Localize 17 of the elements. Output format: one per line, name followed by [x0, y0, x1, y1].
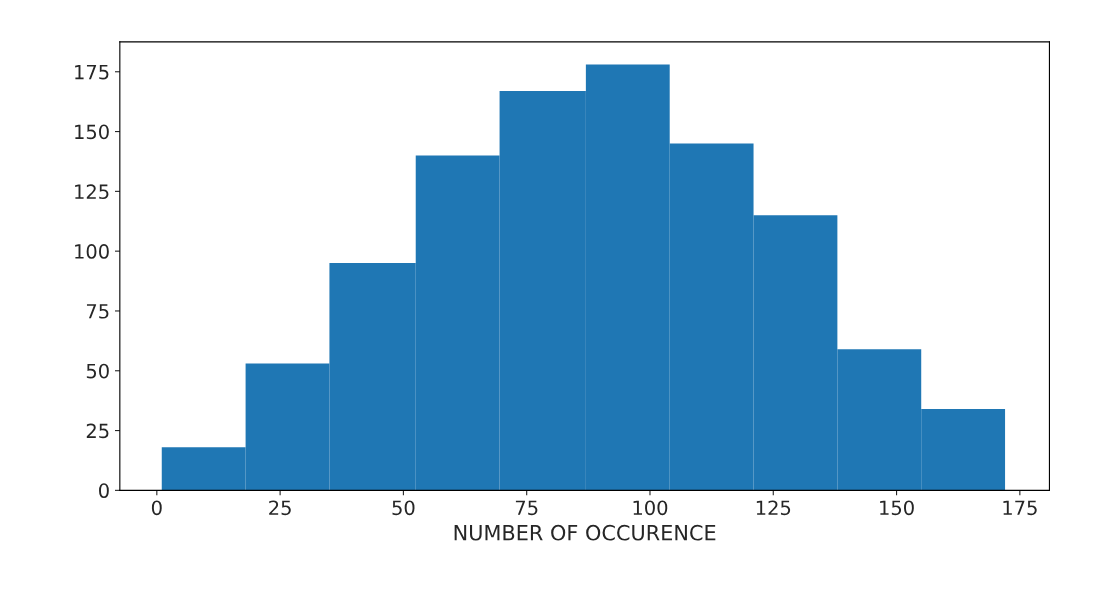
x-tick-label: 175	[1003, 500, 1037, 516]
y-tick-label: 50	[86, 363, 109, 379]
y-tick-label: 25	[86, 423, 109, 439]
y-tick-label: 150	[75, 124, 109, 140]
x-tick-label: 150	[880, 500, 914, 516]
x-tick-label: 125	[756, 500, 791, 516]
x-tick-label: 75	[515, 500, 538, 516]
x-axis-title: NUMBER OF OCCURENCE	[454, 524, 716, 541]
x-tick-label: 25	[269, 500, 291, 516]
x-tick-label: 50	[392, 500, 415, 516]
y-tick-label: 100	[75, 244, 109, 259]
y-tick-label: 0	[99, 483, 109, 499]
y-tick-label: 175	[75, 64, 109, 80]
x-tick-label: 100	[633, 500, 668, 516]
y-tick-label: 75	[86, 304, 109, 319]
x-tick-label: 0	[151, 500, 162, 516]
y-tick-label: 125	[75, 184, 109, 200]
